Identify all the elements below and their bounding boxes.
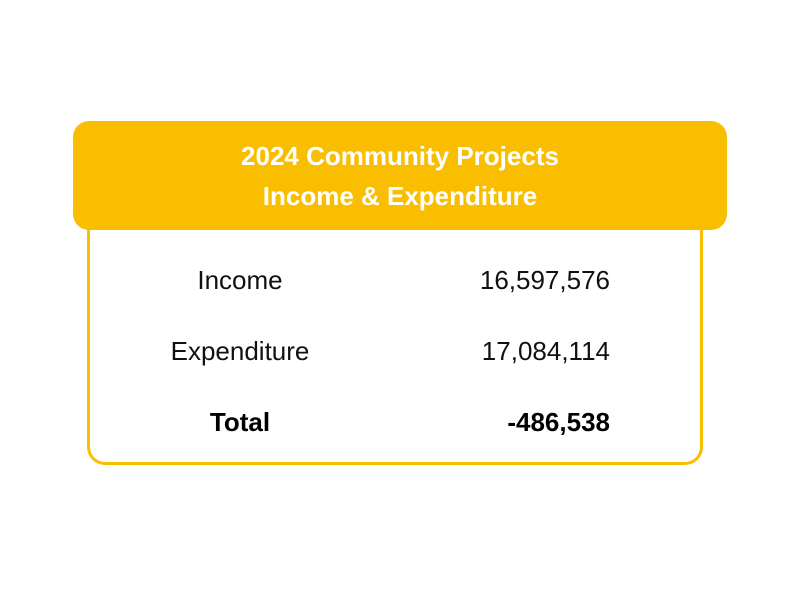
table-row-income: Income 16,597,576 [90, 260, 700, 300]
table-row-expenditure: Expenditure 17,084,114 [90, 331, 700, 371]
summary-card-body [87, 186, 703, 465]
summary-card-header: 2024 Community Projects Income & Expendi… [73, 121, 727, 230]
row-value: -486,538 [507, 407, 610, 437]
row-value: 17,084,114 [481, 336, 610, 366]
row-label: Total [209, 407, 271, 437]
row-label: Expenditure [170, 336, 310, 366]
row-label: Income [197, 265, 283, 295]
card-title-line2: Income & Expenditure [262, 180, 538, 211]
table-row-total: Total -486,538 [90, 402, 700, 442]
row-value: 16,597,576 [479, 265, 610, 295]
card-title-line1: 2024 Community Projects [241, 140, 559, 171]
